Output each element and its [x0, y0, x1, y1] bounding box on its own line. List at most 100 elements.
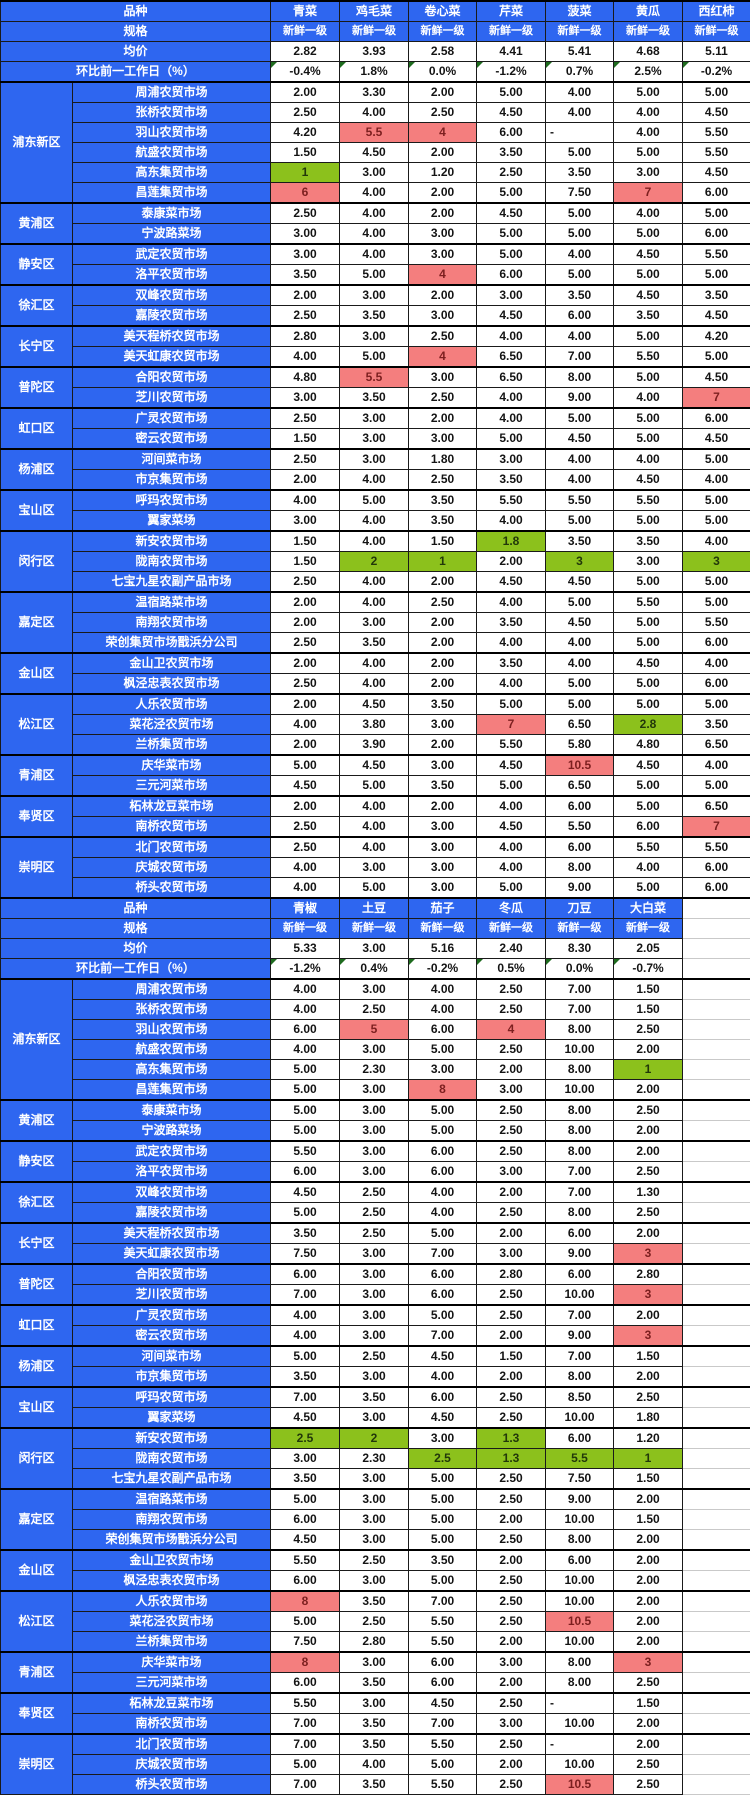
- change-percent-cell[interactable]: -0.7%: [614, 959, 683, 980]
- price-cell[interactable]: 7: [683, 388, 750, 409]
- price-cell[interactable]: 10.00: [546, 1591, 614, 1612]
- price-cell[interactable]: 3.50: [271, 1469, 340, 1490]
- price-cell[interactable]: 2.00: [271, 82, 340, 103]
- price-cell[interactable]: 3.00: [409, 817, 477, 838]
- price-cell[interactable]: 5.00: [546, 694, 614, 715]
- price-cell[interactable]: 3.00: [271, 224, 340, 245]
- price-cell[interactable]: 3.50: [271, 1223, 340, 1244]
- change-percent-cell[interactable]: -1.2%: [271, 959, 340, 980]
- spec-cell[interactable]: 新鲜一级: [477, 22, 546, 42]
- price-cell[interactable]: 2.00: [614, 1612, 683, 1632]
- price-cell[interactable]: 2.50: [271, 674, 340, 695]
- price-cell[interactable]: 4.00: [340, 511, 409, 532]
- price-cell[interactable]: 4.00: [546, 244, 614, 265]
- price-cell[interactable]: 2.50: [477, 1040, 546, 1060]
- price-cell[interactable]: 4.00: [271, 1000, 340, 1020]
- price-cell[interactable]: 5.00: [271, 1612, 340, 1632]
- price-cell[interactable]: 9.00: [546, 1489, 614, 1510]
- price-cell[interactable]: 3.00: [477, 1244, 546, 1265]
- price-cell[interactable]: 2.50: [477, 1591, 546, 1612]
- price-cell[interactable]: 5.00: [477, 694, 546, 715]
- price-cell[interactable]: 3.50: [271, 265, 340, 286]
- price-cell[interactable]: 5.50: [546, 490, 614, 511]
- price-cell[interactable]: 2.50: [477, 1121, 546, 1142]
- price-cell[interactable]: 5.00: [409, 1223, 477, 1244]
- price-cell[interactable]: 2.00: [477, 1060, 546, 1080]
- price-cell[interactable]: 10.00: [546, 1632, 614, 1653]
- price-cell[interactable]: 5.00: [477, 878, 546, 899]
- price-cell[interactable]: 4.00: [477, 858, 546, 878]
- price-cell[interactable]: 3.00: [340, 1285, 409, 1306]
- price-cell[interactable]: 4.00: [546, 82, 614, 103]
- price-cell[interactable]: 4.00: [409, 1182, 477, 1203]
- price-cell[interactable]: 2.00: [409, 183, 477, 204]
- price-cell[interactable]: 5.00: [409, 1489, 477, 1510]
- price-cell[interactable]: 7.00: [271, 1714, 340, 1735]
- price-cell[interactable]: 6.00: [409, 1141, 477, 1162]
- price-cell[interactable]: 3.50: [340, 1714, 409, 1735]
- price-cell[interactable]: 3.00: [477, 1162, 546, 1183]
- price-cell[interactable]: 5.50: [477, 735, 546, 756]
- price-cell[interactable]: 10.00: [546, 1510, 614, 1530]
- price-cell[interactable]: 2.5: [409, 1449, 477, 1469]
- price-cell[interactable]: 2.50: [271, 408, 340, 429]
- price-cell[interactable]: 4.00: [614, 123, 683, 143]
- price-cell[interactable]: 4.50: [340, 143, 409, 163]
- price-cell[interactable]: 6.00: [683, 633, 750, 654]
- price-cell[interactable]: 4.50: [614, 285, 683, 306]
- price-cell[interactable]: 2.50: [477, 1489, 546, 1510]
- price-cell[interactable]: 3.00: [340, 326, 409, 347]
- price-cell[interactable]: 1.3: [477, 1449, 546, 1469]
- price-cell[interactable]: 4.00: [614, 449, 683, 470]
- price-cell[interactable]: 10.00: [546, 1408, 614, 1429]
- price-cell[interactable]: 4.00: [340, 653, 409, 674]
- price-cell[interactable]: 2.00: [409, 653, 477, 674]
- price-cell[interactable]: 2.50: [477, 1203, 546, 1224]
- price-cell[interactable]: 5.00: [614, 326, 683, 347]
- price-cell[interactable]: 2.50: [340, 1223, 409, 1244]
- price-cell[interactable]: 3.00: [340, 1244, 409, 1265]
- price-cell[interactable]: 3.00: [340, 1141, 409, 1162]
- price-cell[interactable]: 8: [409, 1080, 477, 1101]
- price-cell[interactable]: 2.00: [614, 1141, 683, 1162]
- price-cell[interactable]: 2.50: [271, 103, 340, 123]
- price-cell[interactable]: 4.00: [546, 326, 614, 347]
- average-price-cell[interactable]: 8.30: [546, 939, 614, 959]
- price-cell[interactable]: 4.00: [340, 674, 409, 695]
- variety-header-cell[interactable]: 芹菜: [477, 1, 546, 22]
- variety-header-cell[interactable]: 西红柿: [683, 1, 750, 22]
- change-percent-cell[interactable]: 1.8%: [340, 62, 409, 83]
- price-cell[interactable]: 2.50: [614, 1100, 683, 1121]
- price-cell[interactable]: 8.00: [546, 1121, 614, 1142]
- price-cell[interactable]: 5.00: [614, 878, 683, 899]
- price-cell[interactable]: 8: [271, 1591, 340, 1612]
- price-cell[interactable]: 3.50: [683, 285, 750, 306]
- price-cell[interactable]: 2.00: [614, 1367, 683, 1388]
- price-cell[interactable]: 4.00: [477, 511, 546, 532]
- price-cell[interactable]: 5.50: [271, 1693, 340, 1714]
- price-cell[interactable]: 2.50: [614, 1387, 683, 1408]
- price-cell[interactable]: 5.00: [614, 511, 683, 532]
- price-cell[interactable]: 3.00: [477, 285, 546, 306]
- price-cell[interactable]: 2.50: [614, 1755, 683, 1775]
- price-cell[interactable]: 2.50: [477, 1141, 546, 1162]
- price-cell[interactable]: 6.00: [271, 1162, 340, 1183]
- price-cell[interactable]: 2.50: [340, 1346, 409, 1367]
- price-cell[interactable]: 7.00: [546, 1305, 614, 1326]
- change-percent-cell[interactable]: -0.2%: [409, 959, 477, 980]
- price-cell[interactable]: 10.00: [546, 1755, 614, 1775]
- change-percent-cell[interactable]: 0.4%: [340, 959, 409, 980]
- price-cell[interactable]: 7.00: [546, 1182, 614, 1203]
- price-cell[interactable]: 5.00: [409, 1755, 477, 1775]
- price-cell[interactable]: 1.50: [477, 1346, 546, 1367]
- price-cell[interactable]: 8.00: [546, 1673, 614, 1694]
- price-cell[interactable]: 2.00: [409, 572, 477, 593]
- price-cell[interactable]: 2: [340, 1428, 409, 1449]
- price-cell[interactable]: 2.50: [477, 1571, 546, 1592]
- price-cell[interactable]: 1.80: [614, 1408, 683, 1429]
- price-cell[interactable]: 5.00: [546, 592, 614, 613]
- price-cell[interactable]: 4.00: [614, 388, 683, 409]
- variety-header-cell[interactable]: 鸡毛菜: [340, 1, 409, 22]
- price-cell[interactable]: 5.50: [477, 490, 546, 511]
- price-cell[interactable]: 4.00: [271, 979, 340, 1000]
